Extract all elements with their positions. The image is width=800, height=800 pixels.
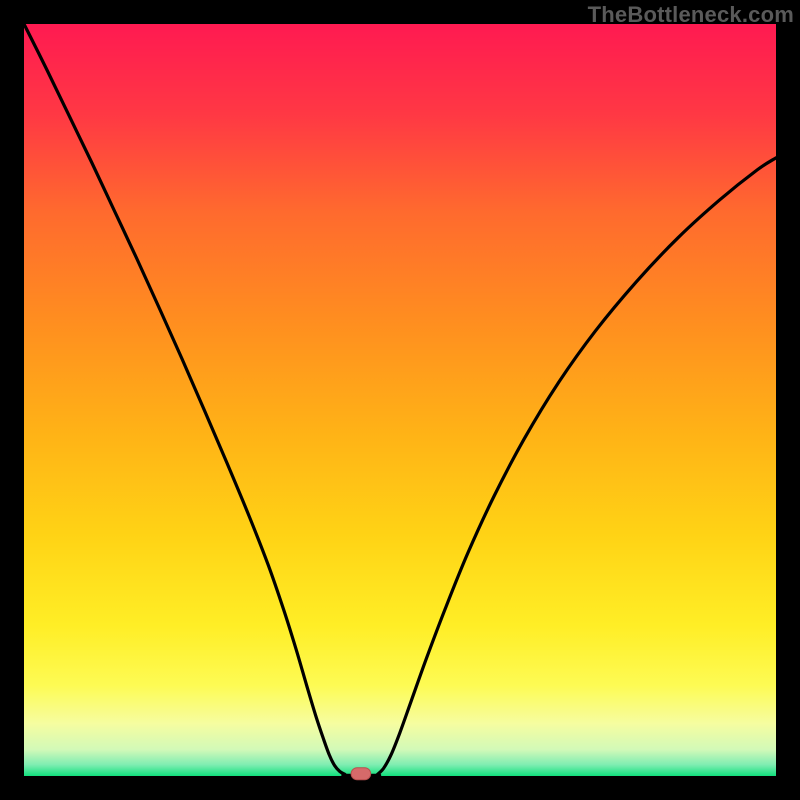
bottleneck-chart xyxy=(0,0,800,800)
chart-container: TheBottleneck.com xyxy=(0,0,800,800)
optimal-point-marker xyxy=(351,768,371,780)
gradient-plot-area xyxy=(24,24,776,776)
watermark-label: TheBottleneck.com xyxy=(588,2,794,28)
